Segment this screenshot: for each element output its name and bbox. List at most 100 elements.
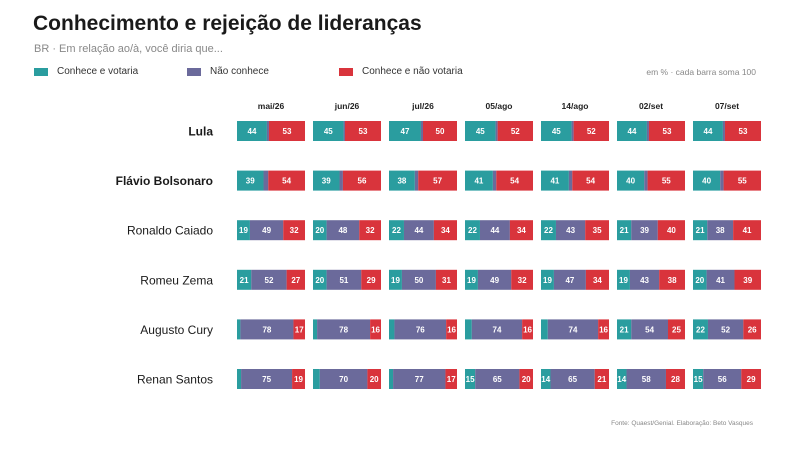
bar-value-label: 55: [738, 177, 747, 186]
bar-value-label: 76: [416, 325, 425, 334]
bar-segment-votaria: [465, 269, 478, 290]
bar-segment-nao-votaria: [594, 369, 609, 389]
bar-segment-nao-votaria: [268, 121, 305, 141]
chart-subtitle: BR · Em relação ao/à, você diria que...: [34, 43, 223, 55]
bar-segment-nao-conhece: [707, 319, 744, 340]
bar-value-label: 47: [565, 276, 574, 285]
period-header: 02/set: [639, 101, 663, 111]
row-label: Ronaldo Caiado: [127, 224, 213, 238]
bar-segment-nao-conhece: [240, 319, 294, 340]
bar-value-label: 14: [617, 375, 626, 384]
bar-segment-nao-votaria: [585, 269, 609, 290]
bar-value-label: 35: [593, 226, 602, 235]
bar-value-label: 65: [493, 375, 502, 384]
bar-segment-votaria: [541, 170, 569, 191]
bar-segment-votaria: [389, 319, 395, 340]
bar-segment-votaria: [313, 319, 318, 340]
bar-value-label: 22: [468, 226, 477, 235]
row-label: Augusto Cury: [140, 323, 213, 337]
bar-segment-nao-votaria: [283, 220, 305, 241]
row-label: Lula: [188, 125, 213, 139]
bar-value-label: 74: [569, 325, 578, 334]
bar-segment-nao-votaria: [509, 220, 533, 241]
bar-value-label: 38: [716, 226, 725, 235]
bar-segment-nao-conhece: [343, 121, 345, 141]
bar-value-label: 49: [262, 226, 271, 235]
bar-segment-nao-votaria: [292, 369, 305, 389]
bar-value-label: 38: [397, 177, 406, 186]
bar-value-label: 78: [262, 325, 271, 334]
bar-segment-nao-votaria: [647, 170, 685, 191]
bar-segment-votaria: [237, 319, 241, 340]
bar-value-label: 56: [358, 177, 367, 186]
bar-value-label: 34: [593, 276, 602, 285]
bar-segment-nao-conhece: [263, 170, 269, 191]
bar-segment-nao-votaria: [423, 121, 457, 141]
bar-segment-nao-conhece: [414, 170, 419, 191]
bar-segment-nao-votaria: [741, 369, 761, 389]
units-note: em % · cada barra soma 100: [646, 67, 756, 77]
bar-segment-nao-conhece: [241, 369, 293, 389]
bar-value-label: 51: [339, 276, 348, 285]
bar-value-label: 44: [248, 127, 257, 136]
bar-segment-votaria: [313, 369, 320, 389]
bar-segment-votaria: [693, 170, 721, 191]
bar-value-label: 15: [694, 375, 703, 384]
bar-segment-nao-conhece: [420, 121, 423, 141]
bar-value-label: 50: [436, 127, 445, 136]
bar-segment-nao-conhece: [629, 269, 660, 290]
bar-segment-nao-conhece: [703, 369, 742, 389]
bar-segment-nao-conhece: [477, 269, 512, 290]
bar-value-label: 57: [433, 177, 442, 186]
bar-value-label: 50: [414, 276, 423, 285]
bar-value-label: 45: [324, 127, 333, 136]
bar-value-label: 17: [295, 325, 304, 334]
bar-value-label: 53: [359, 127, 368, 136]
bar-value-label: 32: [518, 276, 527, 285]
bar-value-label: 53: [739, 127, 748, 136]
bar-segment-nao-votaria: [519, 369, 533, 389]
bar-segment-nao-votaria: [418, 170, 457, 191]
bar-segment-nao-conhece: [631, 319, 668, 340]
bar-segment-votaria: [389, 220, 404, 241]
row-label: Renan Santos: [137, 373, 213, 387]
row-label: Flávio Bolsonaro: [116, 174, 213, 188]
period-header: jul/26: [411, 101, 434, 111]
bar-segment-nao-votaria: [496, 170, 533, 191]
bar-segment-nao-conhece: [471, 319, 523, 340]
bar-segment-nao-votaria: [293, 319, 305, 340]
source-note: Fonte: Quaest/Genial. Elaboração: Beto V…: [611, 420, 753, 427]
bar-value-label: 48: [338, 226, 347, 235]
bar-segment-votaria: [541, 220, 556, 241]
bar-value-label: 41: [716, 276, 725, 285]
bar-value-label: 28: [671, 375, 680, 384]
bar-segment-nao-votaria: [361, 269, 381, 290]
bar-value-label: 52: [265, 276, 274, 285]
bar-value-label: 41: [474, 177, 483, 186]
bar-segment-nao-conhece: [722, 121, 725, 141]
bar-segment-nao-votaria: [668, 319, 685, 340]
bar-segment-votaria: [237, 170, 264, 191]
bar-value-label: 19: [467, 276, 476, 285]
bar-value-label: 44: [628, 127, 637, 136]
bar-value-label: 17: [447, 375, 456, 384]
bar-value-label: 44: [414, 226, 423, 235]
bar-value-label: 39: [640, 226, 649, 235]
bar-value-label: 21: [597, 375, 606, 384]
bar-value-label: 74: [493, 325, 502, 334]
bar-segment-nao-votaria: [648, 121, 685, 141]
bar-segment-nao-votaria: [585, 220, 609, 241]
bar-value-label: 54: [282, 177, 291, 186]
bar-segment-votaria: [465, 319, 472, 340]
bar-value-label: 39: [246, 177, 255, 186]
legend-swatch-nao-votaria: [339, 67, 353, 76]
bar-segment-votaria: [693, 269, 707, 290]
bar-segment-nao-conhece: [495, 121, 498, 141]
bar-value-label: 40: [702, 177, 711, 186]
bar-segment-nao-votaria: [359, 220, 381, 241]
bar-value-label: 22: [392, 226, 401, 235]
bar-value-label: 34: [517, 226, 526, 235]
bar-value-label: 78: [339, 325, 348, 334]
bar-segment-nao-conhece: [479, 220, 510, 241]
bar-segment-nao-conhece: [626, 369, 666, 389]
